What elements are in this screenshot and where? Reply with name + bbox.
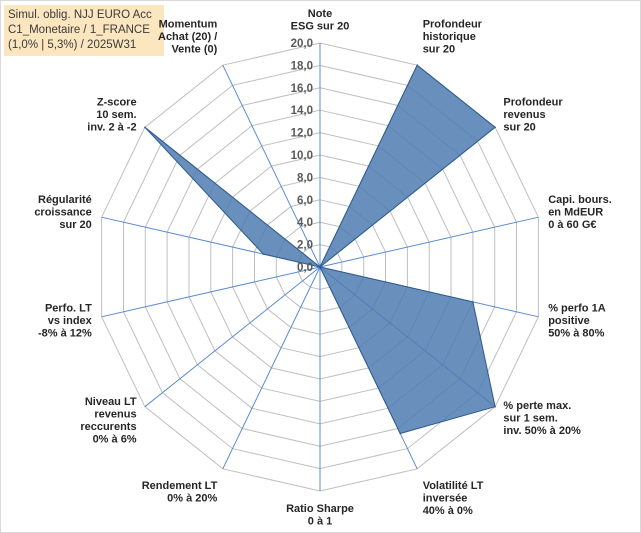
- data-point: [472, 301, 474, 303]
- axis-label: Momentum Achat (20) / Vente (0): [158, 19, 218, 56]
- axis-spoke: [101, 266, 321, 318]
- axis-label: Perfo. LT vs index -8% à 12%: [38, 302, 93, 339]
- tick-label: 8,0: [297, 172, 313, 184]
- axis-label: Z-score 10 sem. inv. 2 à -2: [87, 97, 136, 134]
- axis-spoke: [222, 266, 321, 470]
- data-point: [416, 64, 419, 66]
- axis-label: Niveau LT revenus reccurents 0% à 6%: [80, 396, 137, 446]
- axis-label: Rendement LT 0% à 20%: [142, 480, 218, 505]
- tick-label: 16,0: [291, 83, 313, 95]
- axis-label: Capi. bours. en MdEUR 0 à 60 G€: [548, 194, 612, 231]
- tick-label: 12,0: [291, 128, 313, 140]
- tick-label: 10,0: [291, 150, 313, 162]
- tick-label: 2,0: [297, 240, 313, 252]
- axis-label: Régularité croissance sur 20: [34, 194, 91, 231]
- chart-title-box: Simul. oblig. NJJ EURO Acc C1_Monetaire …: [4, 5, 164, 56]
- data-point: [494, 405, 496, 408]
- data-point: [144, 126, 146, 129]
- data-point: [494, 126, 496, 129]
- data-point: [399, 432, 402, 435]
- data-point: [262, 253, 265, 255]
- tick-label: 18,0: [291, 60, 313, 72]
- axis-label: % perfo 1A positive 50% à 80%: [548, 302, 606, 339]
- axis-label: Ratio Sharpe 0 à 1: [286, 503, 354, 528]
- axis-label: Note ESG sur 20: [291, 8, 350, 33]
- tick-label: 6,0: [297, 195, 313, 207]
- tick-label: 14,0: [291, 105, 313, 117]
- tick-label: 4,0: [297, 217, 313, 229]
- title-line-2: C1_Monetaire / 1_FRANCE: [8, 24, 150, 36]
- axis-spoke: [222, 64, 321, 268]
- axis-spoke: [319, 216, 539, 268]
- axis-label: Profondeur revenus sur 20: [503, 97, 563, 134]
- tick-label: 20,0: [291, 38, 313, 50]
- tick-label: 0,0: [297, 262, 313, 274]
- axis-spoke: [144, 266, 321, 408]
- data-point: [319, 266, 321, 268]
- axis-label: Profondeur historique sur 20: [423, 19, 483, 56]
- title-line-3: (1,0% | 5,3%) / 2025W31: [8, 39, 137, 51]
- title-line-1: Simul. oblig. NJJ EURO Acc: [8, 9, 152, 21]
- axis-label: Volatilité LT inversée 40% à 0%: [423, 480, 484, 517]
- axis-label: % perte max. sur 1 sem. inv. 50% à 20%: [503, 400, 581, 437]
